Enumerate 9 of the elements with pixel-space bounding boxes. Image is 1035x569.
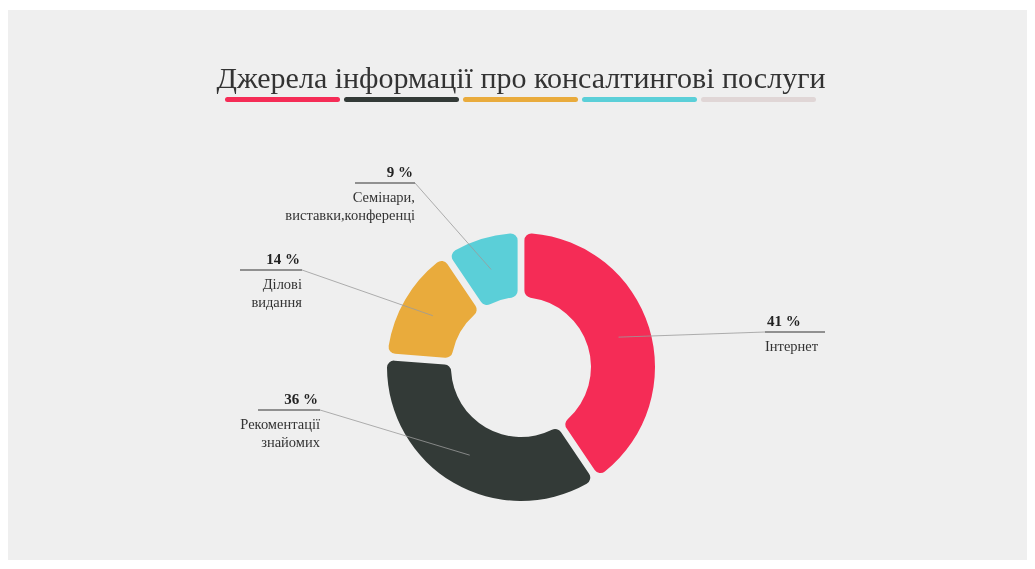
chart-title: Джерела інформації про консалтингові послуги bbox=[216, 61, 826, 94]
data-label: 9 % bbox=[386, 164, 413, 180]
data-label: 41 % bbox=[767, 313, 801, 329]
slice-label: Інтернет bbox=[765, 338, 819, 354]
data-label: 36 % bbox=[284, 391, 318, 407]
data-label: 14 % bbox=[266, 251, 300, 267]
slice-label: Семінари, виставки,конференці bbox=[285, 189, 415, 223]
slice-label: Ділові видання bbox=[251, 276, 303, 310]
legend-label: Рекоментації знайомих bbox=[240, 416, 321, 450]
